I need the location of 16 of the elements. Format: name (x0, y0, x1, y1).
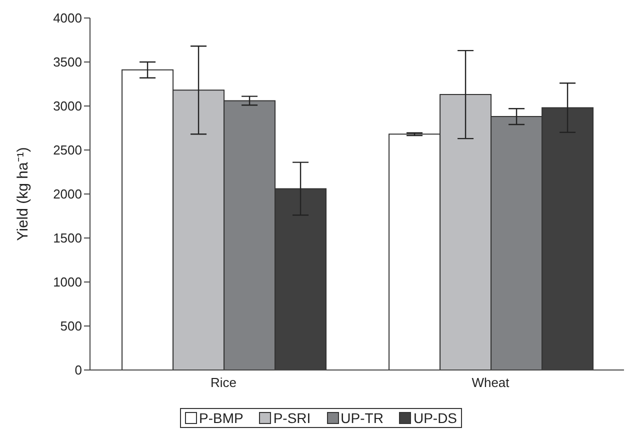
legend-label: UP-DS (412, 410, 458, 426)
y-axis-title: Yield (kg ha⁻¹) (14, 147, 32, 241)
y-tick-label: 3500 (53, 54, 82, 70)
x-tick-label: Rice (210, 375, 237, 390)
y-tick-label: 1500 (53, 230, 82, 246)
y-tick-label: 4000 (53, 10, 82, 26)
legend-label: P-SRI (272, 410, 311, 426)
y-tick-label: 500 (60, 318, 82, 334)
y-tick-label: 0 (74, 362, 82, 378)
y-tick-label: 3000 (53, 98, 82, 114)
y-tick-label: 1000 (53, 274, 82, 290)
legend-label: P-BMP (198, 410, 244, 426)
y-tick-label: 2500 (53, 142, 82, 158)
x-tick-label: Wheat (472, 375, 510, 390)
y-tick-label: 2000 (53, 186, 82, 202)
legend-label: UP-TR (340, 410, 384, 426)
